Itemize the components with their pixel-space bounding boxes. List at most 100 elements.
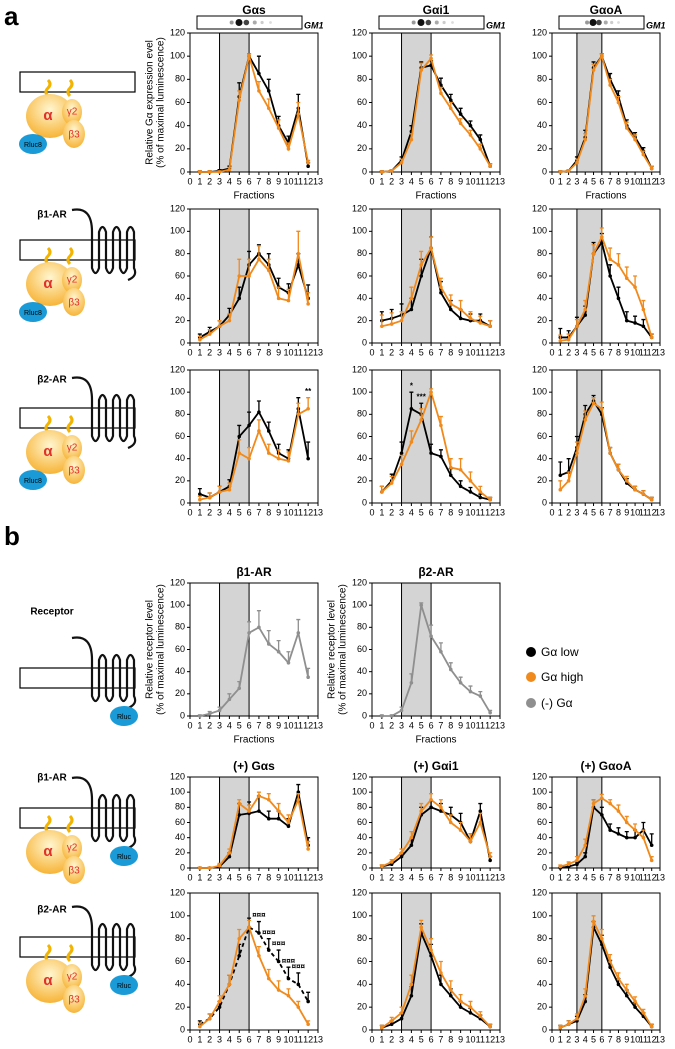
annotation: ¤¤¤ xyxy=(292,962,306,971)
series-line xyxy=(381,924,491,1029)
g-gamma xyxy=(62,267,82,293)
data-point xyxy=(478,137,483,142)
diagram: β2-AR α γ2 β3 Rluc8 xyxy=(19,375,137,490)
data-point xyxy=(575,324,579,329)
data-point xyxy=(583,137,588,142)
x-tick-label: 2 xyxy=(207,720,212,730)
x-tick-label: 13 xyxy=(313,507,323,517)
y-tick-label: 120 xyxy=(170,203,185,213)
y-tick-label: 40 xyxy=(357,979,367,989)
error-bar xyxy=(256,610,261,628)
y-tick-label: 40 xyxy=(357,453,367,463)
x-tick-label: 9 xyxy=(458,347,463,357)
y-tick-label: 100 xyxy=(170,387,185,397)
lipid-anchor xyxy=(66,246,74,266)
blot-spot xyxy=(425,19,432,26)
error-bar xyxy=(256,400,261,413)
data-point xyxy=(448,988,453,992)
plot-frame xyxy=(189,582,319,717)
error-bar xyxy=(266,258,271,271)
data-point xyxy=(429,953,433,958)
x-tick-label: 2 xyxy=(207,347,212,357)
x-tick-label: 12 xyxy=(647,507,657,517)
error-bar xyxy=(438,960,443,973)
data-point xyxy=(419,809,424,813)
data-point xyxy=(296,797,301,802)
g-alpha-label: α xyxy=(43,843,53,860)
x-tick-label: 2 xyxy=(566,347,571,357)
membrane xyxy=(19,667,136,689)
x-tick-label: 2 xyxy=(207,1034,212,1044)
x-tick-label: 11 xyxy=(476,1034,485,1044)
x-tick-label: 0 xyxy=(549,872,554,882)
membrane xyxy=(19,71,136,93)
error-bar xyxy=(306,397,311,409)
error-bar xyxy=(306,292,311,304)
x-tick-label: 7 xyxy=(608,176,613,186)
data-point xyxy=(600,796,604,801)
luciferase-label: Rluc8 xyxy=(24,142,42,149)
y-axis-label: (% of maximal luminescence) xyxy=(156,584,167,715)
y-tick-label: 80 xyxy=(537,933,547,943)
x-tick-label: 6 xyxy=(429,176,434,186)
x-tick-label: 12 xyxy=(647,176,657,186)
data-point xyxy=(458,121,463,126)
error-bar xyxy=(429,624,434,637)
chart-title: Gαi1 xyxy=(423,3,450,17)
x-tick-label: 5 xyxy=(591,872,596,882)
x-tick-label: 0 xyxy=(369,176,374,186)
x-tick-label: 9 xyxy=(458,872,463,882)
data-point xyxy=(583,843,588,848)
g-alpha-label: α xyxy=(43,275,53,292)
x-tick-label: 10 xyxy=(465,872,475,882)
series-line xyxy=(199,408,310,499)
series-line xyxy=(381,389,491,501)
data-point xyxy=(478,147,483,151)
error-bar xyxy=(266,630,271,644)
data-point xyxy=(286,824,291,829)
x-tick-label: 0 xyxy=(187,720,192,730)
data-point xyxy=(399,451,404,455)
data-point xyxy=(276,296,281,301)
y-tick-label: 80 xyxy=(357,74,367,84)
y-tick-label: 100 xyxy=(170,910,185,920)
error-bar xyxy=(247,258,252,276)
data-point xyxy=(624,318,629,323)
data-point xyxy=(247,631,251,635)
x-tick-label: 11 xyxy=(639,347,648,357)
series-line xyxy=(381,407,491,501)
y-tick-label: 80 xyxy=(175,622,185,632)
y-tick-label: 60 xyxy=(537,956,547,966)
y-tick-label: 40 xyxy=(175,293,185,303)
receptor xyxy=(71,776,137,850)
lipid-anchor xyxy=(44,943,52,963)
y-tick-label: 120 xyxy=(170,27,185,37)
x-tick-label: 8 xyxy=(616,507,621,517)
data-point xyxy=(616,832,621,836)
x-tick-label: 4 xyxy=(227,176,232,186)
data-point xyxy=(478,490,483,494)
x-tick-label: 7 xyxy=(256,1034,261,1044)
data-point xyxy=(583,993,588,998)
x-tick-label: 11 xyxy=(476,176,485,186)
data-point xyxy=(439,290,443,295)
x-tick-label: 7 xyxy=(438,720,443,730)
data-point xyxy=(198,714,202,718)
x-tick-label: 13 xyxy=(313,872,323,882)
data-point xyxy=(237,98,242,102)
data-point xyxy=(306,456,310,461)
x-tick-label: 4 xyxy=(227,1034,232,1044)
g-gamma xyxy=(62,964,82,990)
x-tick-label: 12 xyxy=(303,347,313,357)
data-point xyxy=(306,160,310,165)
data-point xyxy=(389,169,394,173)
x-tick-label: 12 xyxy=(485,176,495,186)
data-point xyxy=(439,83,443,87)
x-tick-label: 6 xyxy=(429,347,434,357)
data-point xyxy=(633,999,637,1004)
x-tick-label: 1 xyxy=(197,1034,202,1044)
data-point xyxy=(207,866,212,870)
error-bar xyxy=(306,441,311,459)
y-tick-label: 40 xyxy=(357,293,367,303)
data-point xyxy=(439,91,443,96)
